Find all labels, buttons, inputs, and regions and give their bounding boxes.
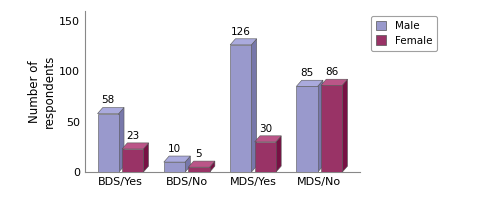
Polygon shape [254, 136, 281, 142]
Y-axis label: Number of
respondents: Number of respondents [28, 55, 56, 128]
Polygon shape [122, 143, 148, 149]
Polygon shape [321, 79, 347, 85]
Text: 30: 30 [258, 124, 272, 134]
Bar [98, 114, 118, 172]
Bar [230, 45, 252, 172]
Bar [321, 85, 342, 172]
Text: 10: 10 [168, 144, 181, 154]
Polygon shape [230, 39, 256, 45]
Polygon shape [164, 156, 190, 162]
Polygon shape [188, 161, 215, 167]
Text: 23: 23 [126, 131, 140, 141]
Text: 5: 5 [196, 149, 202, 159]
Polygon shape [296, 80, 323, 86]
Bar [254, 142, 276, 172]
Polygon shape [318, 80, 323, 172]
Polygon shape [185, 156, 190, 172]
Bar [296, 86, 318, 172]
Bar [122, 149, 144, 172]
Text: 85: 85 [300, 68, 314, 78]
Polygon shape [252, 39, 256, 172]
Bar [188, 167, 210, 172]
Text: 58: 58 [102, 96, 114, 105]
Polygon shape [210, 161, 215, 172]
Text: 126: 126 [231, 27, 250, 37]
Legend: Male, Female: Male, Female [370, 16, 438, 51]
Polygon shape [276, 136, 281, 172]
Bar [164, 162, 185, 172]
Polygon shape [98, 108, 124, 114]
Polygon shape [118, 108, 124, 172]
Text: 86: 86 [325, 67, 338, 77]
Polygon shape [342, 79, 347, 172]
Polygon shape [144, 143, 148, 172]
